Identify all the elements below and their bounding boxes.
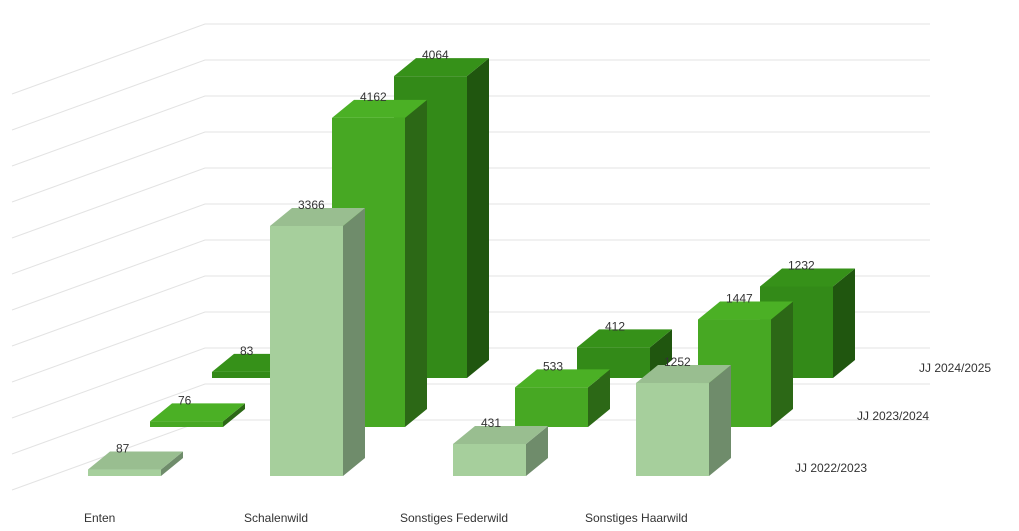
bar [88,451,183,476]
bar-top [88,451,183,470]
bar-side [650,329,672,378]
data-label: 76 [178,393,192,407]
data-label: 83 [240,344,254,358]
bar-side [588,369,610,427]
bar-side [526,425,548,476]
data-label: 3366 [298,198,325,212]
bar-top [760,268,855,287]
gridline [11,203,930,275]
gridline [11,59,930,131]
data-label: 1447 [726,292,753,306]
category-label: Schalenwild [244,511,308,525]
bar-top [394,58,489,77]
labels: 83 4064 412 1232 76 4162 533 1447 87 3366 431 1252 E… [84,48,991,525]
bar [270,208,365,476]
gridline [11,311,930,383]
gridline [11,167,930,239]
data-label: 533 [543,359,563,373]
bars [88,58,855,476]
bar-side [343,208,365,476]
data-label: 1252 [664,355,691,369]
bar-front [88,469,161,476]
category-label: Enten [84,511,115,525]
gridline [11,23,930,95]
data-label: 87 [116,442,130,456]
bar [453,425,548,476]
bar-front [636,383,709,476]
bar-top [698,301,793,320]
bar-side [161,451,183,476]
data-label: 4064 [422,48,449,62]
gridline [11,95,930,167]
bar-top [453,425,548,444]
bar-side [467,58,489,378]
series-label: JJ 2022/2023 [795,461,867,475]
series-label: JJ 2024/2025 [919,361,991,375]
series-label: JJ 2023/2024 [857,409,929,423]
gridline [11,275,930,347]
data-label: 412 [605,319,625,333]
gridlines [11,23,930,491]
bar-top [636,365,731,384]
bar-side [709,365,731,476]
data-label: 1232 [788,258,815,272]
bar-front [150,421,223,427]
bar [150,403,245,427]
gridline [11,131,930,203]
bar-side [771,301,793,427]
data-label: 431 [481,416,501,430]
bar-front [270,226,343,476]
bar [515,369,610,427]
gridline [11,239,930,311]
bar-front [212,371,285,378]
bar [636,365,731,476]
bar-top [270,208,365,226]
bar-front [515,387,588,427]
bar-side [405,99,427,427]
category-label: Sonstiges Federwild [400,511,508,525]
bar-top [150,403,245,422]
data-label: 4162 [360,90,387,104]
bar-top [332,99,427,118]
bar-front [453,443,526,476]
bar-top [577,329,672,348]
bar-side [223,403,245,427]
bar-top [515,369,610,388]
category-label: Sonstiges Haarwild [585,511,688,525]
bar-side [833,268,855,378]
gridline [11,347,930,419]
